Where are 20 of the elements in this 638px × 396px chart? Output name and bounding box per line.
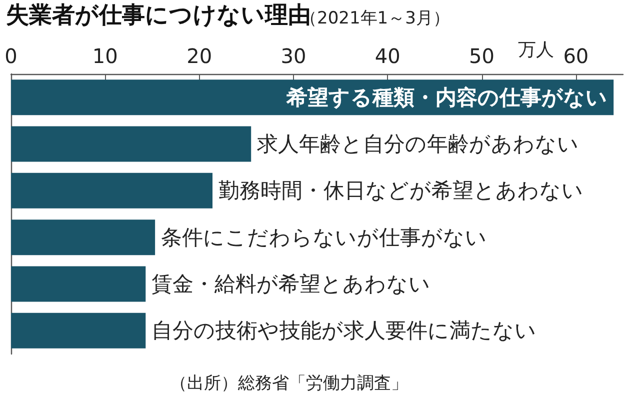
bar <box>11 172 212 208</box>
y-tick-label: 条件にこだわらないが仕事がない <box>161 225 488 250</box>
x-tick-label: 0 <box>4 44 18 68</box>
y-tick-label: 希望する種類・内容の仕事がない <box>286 85 608 110</box>
bar <box>11 126 252 162</box>
x-axis-title: 万人 <box>518 40 554 60</box>
x-tick-label: 40 <box>374 44 400 68</box>
y-tick-label: 自分の技術や技能が求人要件に満たない <box>152 318 537 343</box>
bar <box>11 220 156 256</box>
x-tick-label: 10 <box>92 44 118 68</box>
x-tick-label: 20 <box>186 44 212 68</box>
x-tick-label: 50 <box>469 44 494 68</box>
y-tick-label: 勤務時間・休日などが希望とあわない <box>218 178 584 203</box>
text: （出所）総務省「労働力調査」 <box>170 374 408 394</box>
bar <box>11 312 146 348</box>
y-tick-label: 求人年齢と自分の年齢があわない <box>257 132 580 156</box>
y-tick-label: 賃金・給料が希望とあわない <box>152 272 431 296</box>
x-tick-label: 30 <box>280 44 306 68</box>
bar <box>11 266 146 302</box>
x-tick-label: 60 <box>563 44 589 68</box>
